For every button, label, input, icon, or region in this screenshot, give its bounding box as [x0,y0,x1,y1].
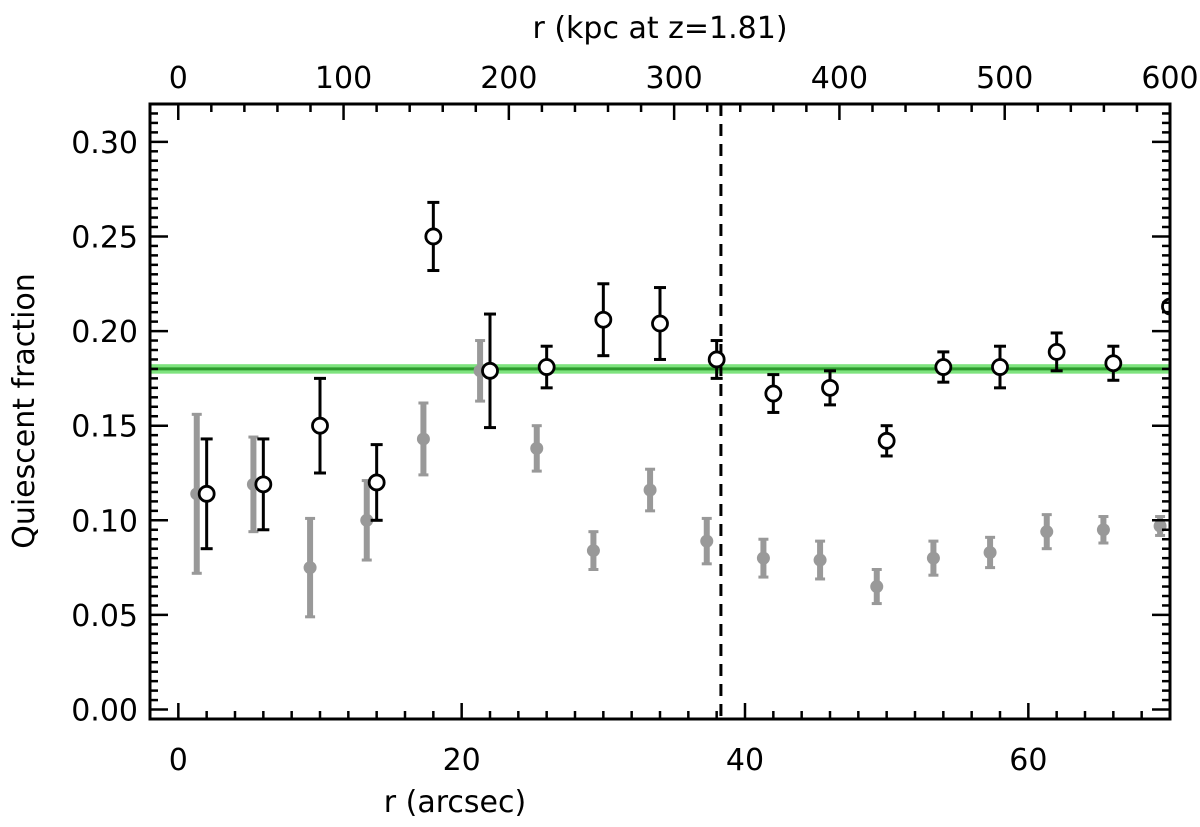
x-tick-label-40: 40 [726,743,764,778]
filled-circle-point-3 [360,513,374,527]
open-circle-point-10 [764,384,783,403]
open-circle-point-13 [934,358,953,376]
open-circle-point-6 [537,358,556,376]
open-circle-point-1 [254,475,273,494]
x2-tick-label-100: 100 [315,61,372,96]
filled-circle-point-8 [643,483,657,497]
axes-layer: 0 20 40 600 100 200 300 400 500 6000.000.050.100.… [71,61,1198,778]
x2-tick-label-0: 0 [169,61,188,96]
data-layer [150,104,1170,719]
open-circle-point-9 [707,350,726,369]
y-tick-label-0.20: 0.20 [71,315,138,350]
x2-tick-label-300: 300 [645,61,702,96]
x2-tick-label-500: 500 [976,61,1033,96]
open-circle-point-2 [311,416,329,435]
open-circle-point-0 [197,484,216,503]
x-tick-label-0: 0 [169,743,188,778]
x2-axis-label: r (kpc at z=1.81) [532,11,787,46]
filled-circle-point-14 [983,545,997,559]
open-circle-point-12 [877,431,896,450]
filled-circle-point-15 [1040,525,1054,539]
open-circle-point-5 [481,361,499,380]
open-circle-point-8 [651,314,669,333]
y-tick-label-0.15: 0.15 [71,410,138,445]
x-tick-label-60: 60 [1009,743,1047,778]
filled-circle-point-12 [870,580,884,594]
filled-circle-point-6 [530,441,544,455]
y-tick-label-0.30: 0.30 [71,126,138,161]
y-tick-label-0.00: 0.00 [71,694,138,729]
filled-circle-point-13 [926,551,940,565]
x-axis-label: r (arcsec) [384,785,526,820]
y-axis-label: Quiescent fraction [7,273,42,549]
x2-tick-label-400: 400 [811,61,868,96]
open-circle-point-15 [1047,342,1066,361]
filled-circle-point-4 [416,432,430,446]
y-tick-label-0.05: 0.05 [71,599,138,634]
x2-tick-label-600: 600 [1141,61,1198,96]
open-circle-point-11 [821,378,839,397]
open-circle-point-14 [991,358,1009,376]
open-circle-point-16 [1104,354,1123,373]
filled-circle-point-11 [813,553,827,567]
open-circle-point-7 [594,310,613,329]
filled-circle-point-2 [303,561,317,575]
open-circle-point-3 [367,473,386,492]
open-circle-point-4 [424,227,443,246]
x2-tick-label-200: 200 [480,61,537,96]
x-tick-label-20: 20 [443,743,481,778]
filled-circle-point-7 [586,544,600,558]
y-tick-label-0.25: 0.25 [71,220,138,255]
filled-circle-point-9 [700,534,714,548]
filled-circle-point-10 [756,551,770,565]
y-tick-label-0.10: 0.10 [71,504,138,539]
plot-frame [148,102,1172,721]
filled-circle-point-16 [1096,523,1110,537]
